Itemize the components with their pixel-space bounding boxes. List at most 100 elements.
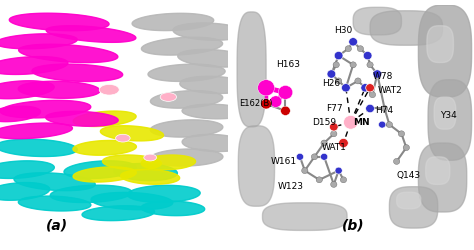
Circle shape — [331, 131, 337, 137]
Circle shape — [344, 116, 358, 129]
Circle shape — [379, 121, 386, 128]
Polygon shape — [428, 80, 472, 160]
Circle shape — [340, 177, 346, 183]
Circle shape — [316, 177, 322, 183]
Polygon shape — [132, 13, 214, 30]
Polygon shape — [50, 185, 132, 202]
Circle shape — [258, 80, 274, 96]
Circle shape — [386, 122, 392, 128]
Circle shape — [278, 86, 292, 99]
Circle shape — [261, 99, 272, 109]
Text: Q143: Q143 — [397, 171, 421, 180]
Polygon shape — [0, 106, 40, 122]
Circle shape — [329, 123, 338, 131]
Polygon shape — [419, 143, 467, 212]
Polygon shape — [237, 12, 266, 127]
Polygon shape — [18, 196, 91, 211]
Polygon shape — [426, 157, 450, 184]
Polygon shape — [0, 81, 54, 99]
Polygon shape — [141, 37, 223, 55]
Polygon shape — [0, 139, 77, 156]
Circle shape — [333, 62, 339, 68]
Circle shape — [361, 84, 370, 92]
Polygon shape — [263, 203, 347, 230]
Polygon shape — [100, 126, 164, 141]
Polygon shape — [390, 187, 438, 228]
Polygon shape — [46, 111, 118, 126]
Text: MN: MN — [353, 118, 370, 127]
Circle shape — [334, 52, 343, 60]
Polygon shape — [141, 155, 196, 170]
Polygon shape — [73, 167, 136, 182]
Circle shape — [373, 70, 382, 78]
Text: F77: F77 — [327, 104, 343, 113]
Polygon shape — [353, 7, 401, 35]
Circle shape — [160, 93, 176, 101]
Circle shape — [116, 134, 130, 142]
Polygon shape — [91, 192, 173, 210]
Text: E162(B): E162(B) — [239, 100, 273, 108]
Polygon shape — [73, 111, 136, 126]
Text: WAT1: WAT1 — [322, 143, 346, 152]
Circle shape — [99, 84, 119, 95]
Circle shape — [382, 106, 388, 112]
Polygon shape — [419, 5, 472, 97]
Circle shape — [296, 153, 303, 160]
Polygon shape — [18, 44, 118, 62]
Circle shape — [327, 70, 336, 78]
Polygon shape — [82, 206, 155, 221]
Polygon shape — [0, 182, 50, 200]
Circle shape — [335, 167, 342, 174]
Polygon shape — [150, 149, 223, 166]
Polygon shape — [0, 100, 91, 118]
Circle shape — [345, 46, 351, 52]
Polygon shape — [0, 56, 68, 74]
Circle shape — [349, 38, 357, 46]
Circle shape — [331, 182, 337, 188]
Polygon shape — [114, 164, 177, 180]
Circle shape — [357, 46, 364, 52]
Text: W161: W161 — [271, 157, 297, 166]
Polygon shape — [150, 91, 223, 108]
Circle shape — [320, 153, 328, 160]
Polygon shape — [9, 13, 109, 31]
Polygon shape — [238, 126, 274, 206]
Circle shape — [338, 138, 348, 147]
Circle shape — [369, 92, 375, 98]
Polygon shape — [182, 134, 246, 152]
Polygon shape — [182, 104, 246, 119]
Polygon shape — [178, 50, 250, 67]
Text: H74: H74 — [375, 106, 393, 115]
Circle shape — [363, 52, 372, 60]
Polygon shape — [64, 161, 136, 178]
Polygon shape — [18, 81, 100, 98]
Polygon shape — [434, 97, 456, 129]
Polygon shape — [73, 140, 137, 155]
Polygon shape — [0, 161, 55, 178]
Circle shape — [342, 84, 350, 92]
Polygon shape — [370, 11, 443, 45]
Circle shape — [350, 62, 356, 68]
Polygon shape — [102, 155, 162, 170]
Text: W78: W78 — [373, 72, 393, 81]
Text: W123: W123 — [278, 182, 304, 191]
Circle shape — [270, 96, 282, 107]
Circle shape — [403, 144, 410, 150]
Text: H163: H163 — [276, 60, 300, 69]
Circle shape — [366, 84, 374, 92]
Circle shape — [336, 78, 342, 84]
Polygon shape — [397, 192, 421, 209]
Circle shape — [281, 106, 290, 116]
Circle shape — [144, 154, 156, 161]
Text: (a): (a) — [46, 219, 68, 233]
Polygon shape — [14, 173, 95, 191]
Polygon shape — [32, 64, 123, 82]
Polygon shape — [128, 185, 200, 202]
Polygon shape — [46, 26, 136, 42]
Text: (b): (b) — [342, 219, 365, 233]
Circle shape — [355, 78, 361, 84]
Text: D159: D159 — [312, 118, 336, 127]
Circle shape — [301, 168, 308, 173]
Polygon shape — [121, 170, 180, 184]
Polygon shape — [0, 123, 73, 139]
